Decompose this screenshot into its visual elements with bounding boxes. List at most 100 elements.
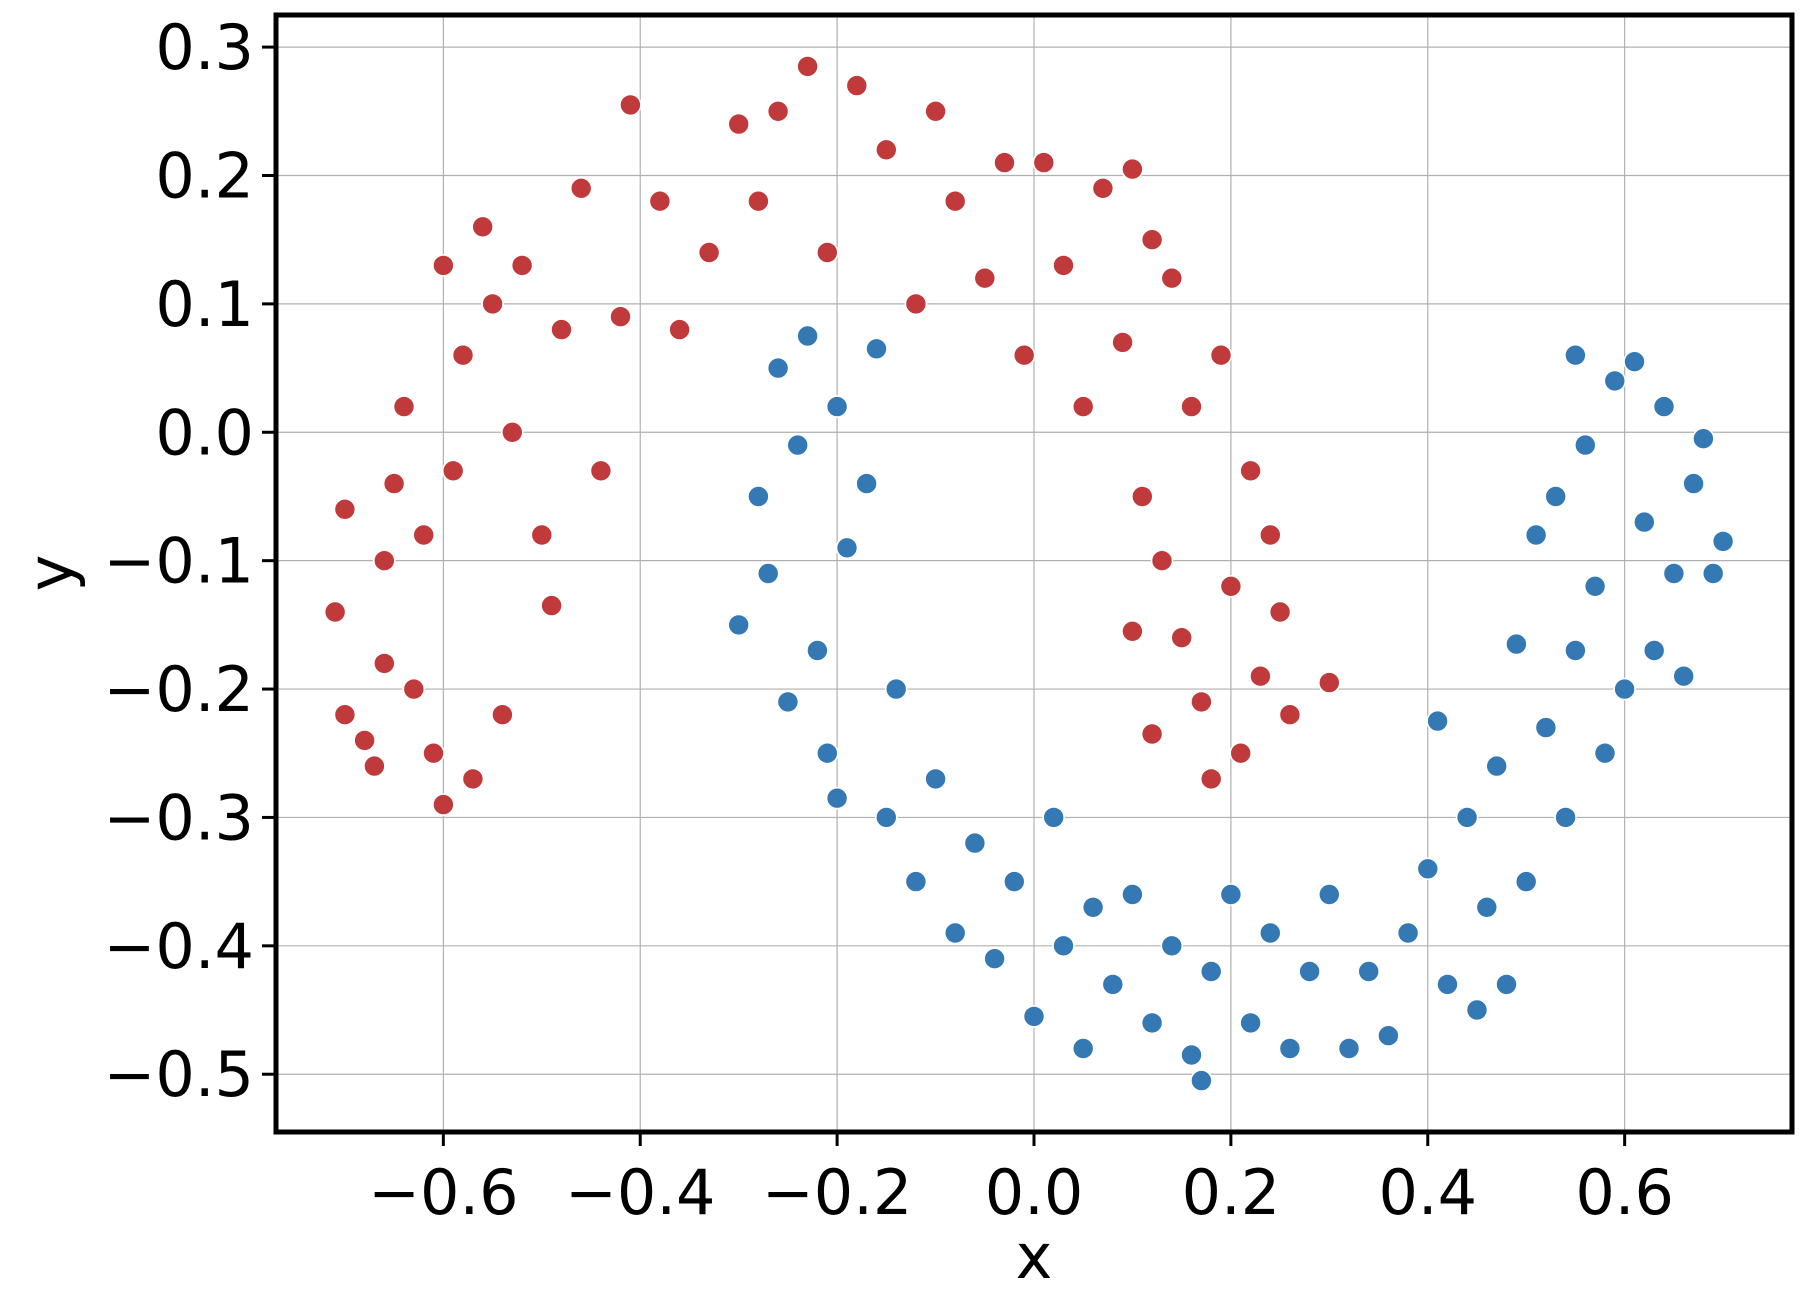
blue-series-point bbox=[776, 690, 800, 714]
red-series-point bbox=[1278, 703, 1302, 727]
x-tick-label: 0.4 bbox=[1378, 1156, 1477, 1229]
blue-series-point bbox=[1160, 934, 1184, 958]
red-series-point bbox=[372, 549, 396, 573]
blue-series-point bbox=[1042, 806, 1065, 829]
blue-series-point bbox=[1692, 427, 1715, 451]
red-series-point bbox=[609, 305, 632, 329]
blue-series-point bbox=[1505, 632, 1528, 656]
blue-series-point bbox=[1564, 343, 1587, 367]
blue-series-point bbox=[1682, 472, 1705, 495]
red-series-point bbox=[1199, 767, 1223, 791]
blue-series-point bbox=[1465, 998, 1489, 1022]
x-tick-label: 0.2 bbox=[1182, 1156, 1281, 1229]
red-series-point bbox=[323, 600, 347, 624]
red-series-point bbox=[1268, 600, 1292, 624]
blue-series-point bbox=[727, 613, 751, 637]
red-series-point bbox=[1121, 619, 1144, 643]
blue-series-point bbox=[806, 639, 829, 662]
blue-series-point bbox=[1318, 883, 1341, 906]
blue-series-point bbox=[796, 324, 819, 348]
blue-series-point bbox=[1278, 1037, 1302, 1060]
red-series-point bbox=[904, 292, 928, 316]
red-series-point bbox=[589, 459, 613, 483]
red-series-point bbox=[432, 254, 455, 277]
red-series-point bbox=[412, 523, 436, 547]
red-series-point bbox=[372, 652, 396, 675]
blue-series-point bbox=[1623, 350, 1646, 374]
y-tick-label: −0.2 bbox=[103, 653, 254, 726]
blue-series-point bbox=[1416, 857, 1440, 881]
red-series-point bbox=[1111, 331, 1134, 354]
red-series-point bbox=[1091, 177, 1115, 200]
red-series-point bbox=[353, 729, 376, 752]
blue-series-point bbox=[1485, 754, 1508, 778]
blue-series-point bbox=[1190, 1069, 1213, 1092]
y-tick-label: −0.5 bbox=[103, 1038, 254, 1111]
blue-series-point bbox=[1022, 1005, 1046, 1028]
red-series-point bbox=[1012, 343, 1036, 367]
blue-series-point bbox=[1583, 574, 1607, 598]
blue-series-point bbox=[1495, 973, 1518, 996]
blue-series-point bbox=[1298, 960, 1321, 983]
blue-series-point bbox=[1426, 709, 1449, 733]
red-series-point bbox=[1190, 690, 1213, 714]
red-series-point bbox=[422, 741, 445, 765]
red-series-point bbox=[432, 793, 455, 816]
blue-series-point bbox=[1455, 806, 1479, 829]
red-series-point bbox=[943, 189, 967, 213]
blue-series-point bbox=[1140, 1011, 1164, 1035]
blue-series-point bbox=[1239, 1011, 1262, 1035]
blue-series-point bbox=[904, 870, 928, 893]
x-axis-title: x bbox=[1016, 1220, 1053, 1293]
blue-series-point bbox=[1642, 639, 1666, 662]
blue-series-point bbox=[1219, 883, 1243, 906]
red-series-point bbox=[510, 254, 534, 277]
blue-series-point bbox=[1564, 639, 1587, 662]
blue-series-point bbox=[786, 433, 810, 457]
red-series-point bbox=[333, 497, 357, 521]
y-tick-label: 0.1 bbox=[155, 268, 254, 341]
red-series-point bbox=[530, 523, 554, 547]
red-series-point bbox=[569, 177, 593, 200]
blue-series-point bbox=[1652, 395, 1676, 418]
red-series-point bbox=[1032, 151, 1056, 174]
blue-series-point bbox=[1081, 895, 1105, 919]
blue-series-point bbox=[1701, 562, 1725, 585]
blue-series-point bbox=[747, 485, 770, 508]
blue-series-point bbox=[1002, 870, 1026, 893]
blue-series-point bbox=[1377, 1024, 1400, 1047]
red-series-point bbox=[1140, 228, 1164, 251]
red-series-point bbox=[1318, 671, 1341, 694]
blue-series-point bbox=[825, 395, 849, 418]
blue-series-point bbox=[1672, 664, 1695, 688]
red-series-point bbox=[1249, 664, 1272, 688]
blue-series-point bbox=[1514, 870, 1538, 893]
y-axis-title: y bbox=[14, 555, 87, 592]
blue-series-point bbox=[766, 356, 790, 380]
blue-series-point bbox=[835, 536, 859, 560]
blue-series-point bbox=[815, 741, 839, 765]
blue-series-point bbox=[1071, 1037, 1095, 1060]
red-series-point bbox=[540, 594, 563, 617]
blue-series-point bbox=[1524, 523, 1548, 547]
red-series-point bbox=[1259, 523, 1282, 547]
blue-series-point bbox=[1544, 485, 1567, 508]
red-series-point bbox=[1071, 395, 1095, 418]
x-tick-label: −0.6 bbox=[368, 1156, 519, 1229]
red-series-point bbox=[1131, 485, 1154, 508]
red-series-point bbox=[1209, 343, 1233, 367]
grid bbox=[276, 15, 1792, 1132]
red-series-point bbox=[392, 395, 416, 418]
blue-series-point bbox=[1574, 433, 1597, 457]
blue-series-point bbox=[1357, 960, 1380, 983]
blue-series-point bbox=[1101, 973, 1125, 996]
red-series-point bbox=[1229, 741, 1252, 765]
blue-series-point bbox=[1199, 960, 1223, 983]
red-series-point bbox=[845, 74, 869, 97]
axis-ticks: −0.6 −0.4 −0.2 0.0 0.2 0.4 0.6 0.3 0.2 0.1 0.0 −0.1… bbox=[103, 11, 1674, 1229]
blue-series-point bbox=[1633, 510, 1656, 534]
x-tick-label: 0.6 bbox=[1575, 1156, 1674, 1229]
blue-series-point bbox=[825, 786, 849, 810]
blue-series-point bbox=[1259, 921, 1282, 945]
